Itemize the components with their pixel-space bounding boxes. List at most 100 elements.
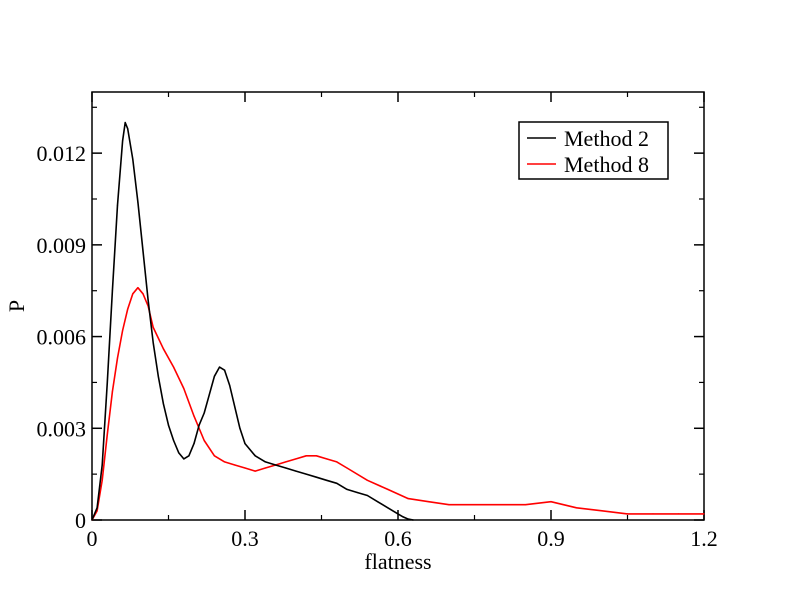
data-point-method-8 — [183, 387, 185, 390]
data-point-method-8 — [254, 470, 256, 472]
x-tick-label: 0.9 — [537, 526, 565, 551]
data-point-method-2 — [377, 501, 379, 503]
data-point-method-8 — [295, 458, 297, 460]
data-point-method-2 — [387, 507, 389, 509]
data-point-method-8 — [224, 461, 226, 463]
data-point-method-8 — [473, 504, 476, 506]
y-tick-label: 0.003 — [37, 416, 87, 441]
legend: Method 2 Method 8 — [518, 121, 669, 180]
data-point-method-2 — [402, 516, 404, 518]
series-line-method-8 — [91, 286, 704, 521]
data-point-method-2 — [137, 201, 139, 203]
data-point-method-2 — [142, 250, 144, 252]
data-point-method-8 — [407, 498, 409, 500]
data-point-method-2 — [234, 406, 236, 408]
data-point-method-8 — [116, 357, 119, 359]
x-tick-label: 1.2 — [690, 526, 718, 551]
data-point-method-2 — [407, 518, 409, 520]
y-tick-label: 0.012 — [37, 141, 87, 166]
data-point-method-8 — [127, 308, 129, 310]
data-point-method-2 — [208, 394, 210, 396]
data-point-method-2 — [326, 479, 328, 481]
legend-label-method-2: Method 2 — [564, 126, 649, 151]
data-point-method-2 — [397, 513, 399, 515]
data-point-method-2 — [106, 381, 108, 383]
data-point-method-2 — [412, 519, 414, 521]
data-point-method-2 — [178, 452, 180, 454]
data-point-method-8 — [213, 455, 215, 457]
data-point-method-8 — [626, 513, 629, 515]
data-point-method-8 — [193, 415, 195, 417]
data-point-method-2 — [295, 470, 297, 472]
data-point-method-8 — [162, 348, 164, 350]
data-point-method-2 — [244, 443, 246, 445]
data-point-method-8 — [387, 488, 389, 490]
data-point-method-2 — [254, 455, 256, 457]
data-point-method-2 — [127, 128, 129, 130]
legend-box — [518, 121, 669, 180]
data-point-method-2 — [122, 140, 124, 142]
data-point-method-8 — [315, 455, 317, 457]
y-tick-label: 0.006 — [37, 325, 87, 350]
data-point-method-8 — [326, 458, 328, 460]
data-point-method-8 — [234, 464, 236, 466]
y-axis-title: P — [4, 300, 29, 312]
data-point-method-2 — [198, 424, 200, 426]
data-point-method-8 — [677, 513, 680, 515]
y-tick-label: 0 — [75, 508, 86, 533]
data-point-method-8 — [601, 510, 603, 512]
data-point-method-2 — [264, 461, 266, 463]
data-point-method-2 — [183, 458, 185, 460]
data-point-method-2 — [162, 403, 164, 405]
data-point-method-8 — [428, 501, 430, 503]
x-axis-title: flatness — [364, 549, 431, 574]
data-point-method-8 — [336, 461, 338, 463]
series-line-method-2 — [91, 121, 414, 521]
data-point-method-2 — [229, 384, 231, 387]
x-tick-label: 0 — [87, 526, 98, 551]
x-tick-label: 0.3 — [231, 526, 259, 551]
data-point-method-8 — [366, 479, 368, 481]
data-point-method-2 — [147, 299, 149, 301]
data-point-method-8 — [550, 501, 552, 503]
data-point-method-8 — [285, 461, 287, 463]
data-point-method-2 — [91, 519, 93, 521]
data-point-method-8 — [448, 504, 450, 506]
data-point-method-2 — [157, 375, 159, 377]
x-tick-label: 0.6 — [384, 526, 412, 551]
data-point-method-2 — [101, 464, 103, 466]
data-point-method-8 — [346, 467, 348, 469]
data-point-method-8 — [203, 439, 205, 442]
data-point-method-8 — [264, 467, 266, 469]
data-point-method-2 — [275, 464, 277, 466]
data-point-method-2 — [116, 204, 119, 206]
data-point-method-2 — [111, 290, 113, 292]
data-point-method-8 — [524, 504, 527, 506]
data-point-method-8 — [106, 433, 108, 435]
data-point-method-8 — [244, 467, 246, 469]
data-point-method-2 — [132, 158, 134, 160]
data-point-method-8 — [652, 513, 654, 515]
data-point-method-2 — [224, 369, 226, 371]
data-point-method-8 — [137, 287, 139, 289]
data-point-method-2 — [124, 122, 126, 124]
data-point-method-8 — [703, 513, 705, 515]
data-point-method-2 — [336, 482, 338, 484]
data-point-method-2 — [188, 455, 190, 457]
data-point-method-2 — [305, 473, 307, 475]
data-point-method-2 — [239, 427, 241, 429]
data-point-method-2 — [356, 491, 358, 494]
data-point-method-2 — [315, 476, 317, 478]
data-point-method-2 — [218, 366, 221, 368]
data-point-method-2 — [346, 488, 348, 490]
data-point-method-8 — [575, 507, 578, 509]
data-point-method-8 — [132, 293, 134, 295]
data-point-method-2 — [366, 494, 368, 497]
data-point-method-8 — [111, 391, 113, 393]
data-point-method-8 — [122, 329, 124, 332]
data-point-method-2 — [96, 507, 98, 509]
data-point-method-8 — [142, 293, 144, 295]
legend-label-method-8: Method 8 — [564, 152, 649, 177]
data-point-method-2 — [213, 375, 215, 377]
